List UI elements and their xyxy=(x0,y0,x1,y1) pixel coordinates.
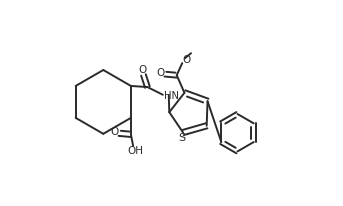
Text: O: O xyxy=(111,127,119,137)
Text: O: O xyxy=(139,65,147,75)
Text: OH: OH xyxy=(127,146,143,156)
Text: O: O xyxy=(156,68,165,78)
Text: S: S xyxy=(178,133,186,144)
Text: HN: HN xyxy=(164,91,179,101)
Text: O: O xyxy=(182,55,190,66)
